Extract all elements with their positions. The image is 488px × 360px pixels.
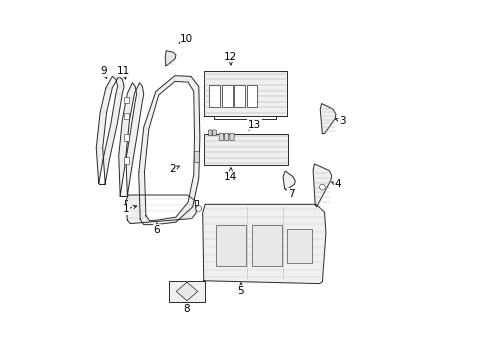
Text: 8: 8 xyxy=(183,303,189,314)
Text: 10: 10 xyxy=(180,34,193,44)
Bar xyxy=(209,85,220,107)
Bar xyxy=(123,97,129,103)
Bar xyxy=(216,225,246,266)
Bar xyxy=(123,134,129,141)
Text: 12: 12 xyxy=(224,52,237,62)
Text: 2: 2 xyxy=(169,164,175,174)
Bar xyxy=(246,85,257,107)
Bar xyxy=(222,85,233,107)
FancyBboxPatch shape xyxy=(229,133,234,140)
Bar xyxy=(168,281,205,302)
Polygon shape xyxy=(320,104,335,134)
Text: 14: 14 xyxy=(224,172,237,182)
Bar xyxy=(234,85,244,107)
Text: 4: 4 xyxy=(333,179,340,189)
FancyBboxPatch shape xyxy=(212,130,216,136)
FancyBboxPatch shape xyxy=(224,133,228,140)
Polygon shape xyxy=(119,83,143,196)
Polygon shape xyxy=(312,164,331,207)
Bar xyxy=(203,134,287,165)
Bar xyxy=(203,71,286,116)
Polygon shape xyxy=(96,76,124,184)
Bar xyxy=(251,225,282,266)
Polygon shape xyxy=(125,195,196,224)
Polygon shape xyxy=(144,81,194,221)
Text: 6: 6 xyxy=(153,225,160,235)
Polygon shape xyxy=(139,76,200,225)
Circle shape xyxy=(319,184,325,190)
Bar xyxy=(123,113,129,119)
FancyBboxPatch shape xyxy=(208,130,212,136)
Polygon shape xyxy=(165,51,176,66)
Circle shape xyxy=(196,206,201,211)
Text: 1: 1 xyxy=(122,204,129,214)
Polygon shape xyxy=(283,171,295,190)
Text: 11: 11 xyxy=(117,66,130,76)
Bar xyxy=(194,152,199,162)
Text: 7: 7 xyxy=(287,189,294,199)
Text: 13: 13 xyxy=(247,120,261,130)
Bar xyxy=(123,157,129,164)
Text: 9: 9 xyxy=(100,66,106,76)
Polygon shape xyxy=(176,282,197,301)
Polygon shape xyxy=(203,204,325,284)
Bar xyxy=(286,229,312,263)
Text: 5: 5 xyxy=(237,286,244,296)
Text: 3: 3 xyxy=(338,116,345,126)
FancyBboxPatch shape xyxy=(219,133,223,140)
